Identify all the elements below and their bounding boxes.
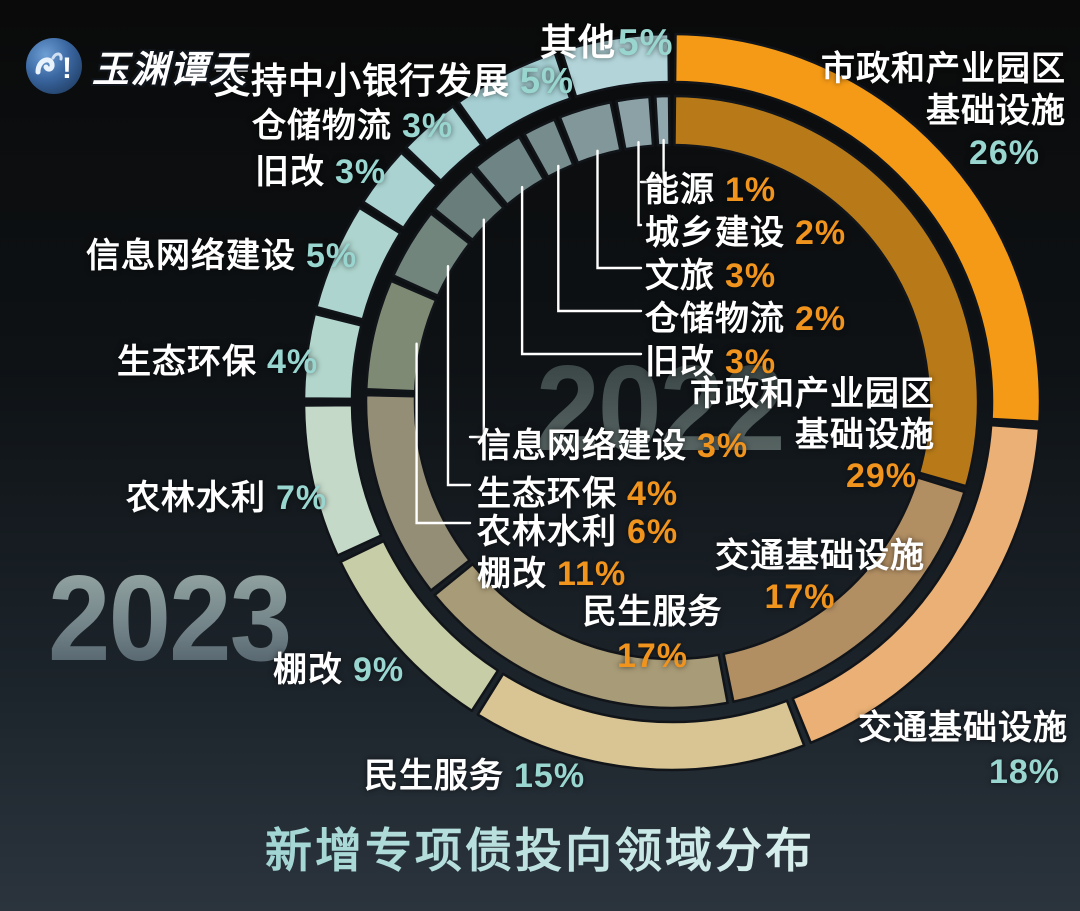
wave-exclamation-icon: ! [35,52,72,85]
leader-line-2022-segment-5 [446,265,472,487]
label-2022-municipal-industrial: 市政和产业园区 基础设施 29% [690,375,935,495]
donut-segment-2023-2 [476,672,806,772]
donut-segment-2023-1 [791,423,1041,745]
brand-badge-icon: ! [26,38,82,94]
label-2023-ecology: 生态环保 4% [117,343,319,381]
label-2022-culture-tourism: 文旅 3% [645,257,777,295]
label-2022-transport: 交通基础设施 17% [715,537,925,616]
label-2023-other: 其他5% [540,22,674,63]
label-2022-livelihood: 民生服务 17% [582,593,723,675]
donut-segment-2022-9 [558,100,622,165]
donut-segment-2023-10 [560,32,671,98]
donut-segment-2022-1 [722,476,966,704]
label-2023-agriculture-water: 农林水利 7% [126,479,328,517]
donut-segment-2022-2 [433,562,729,710]
label-2022-shantytown: 棚改 11% [477,555,627,593]
leader-line-2022-segment-7 [520,185,643,356]
donut-segment-2022-4 [365,279,438,393]
donut-segment-2022-0 [673,94,980,488]
label-2022-old-renovation: 旧改 3% [645,343,777,381]
donut-segment-2023-0 [673,32,1042,423]
leader-line-2022-segment-4 [415,342,472,525]
donut-segment-2022-8 [523,118,575,179]
donut-segment-2023-4 [302,403,383,557]
svg-text:!: ! [62,52,72,85]
donut-segment-2023-8 [404,105,483,182]
label-2023-shantytown: 棚改 9% [273,651,405,689]
label-2023-transport: 交通基础设施 18% [858,709,1068,791]
donut-segment-2022-11 [654,94,671,147]
donut-segment-2022-7 [474,135,545,206]
donut-segment-2022-3 [364,393,471,592]
donut-segment-2022-6 [433,169,505,242]
leader-line-2022-segment-8 [557,164,643,313]
label-2023-warehouse-logistics: 仓储物流 3% [252,107,454,145]
label-2022-urban-rural: 城乡建设 2% [645,214,847,252]
brand-name: 玉渊谭天 [92,49,248,90]
label-2022-info-network: 信息网络建设 3% [477,427,749,465]
donut-segment-2022-5 [392,212,471,297]
label-2023-old-renovation: 旧改 3% [255,153,387,191]
label-2023-livelihood: 民生服务 15% [364,757,586,795]
donut-segment-2023-6 [315,206,402,321]
year-label-2022: 2022 [536,340,785,476]
leader-line-2022-segment-9 [596,149,643,270]
label-2023-municipal-industrial: 市政和产业园区 基础设施 26% [821,50,1066,172]
label-2022-agriculture-water: 农林水利 6% [477,513,679,551]
label-2022-warehouse-logistics: 仓储物流 2% [645,300,847,338]
brand-logo: ! 玉渊谭天 [26,38,248,94]
label-2022-energy: 能源 1% [645,171,777,209]
leader-line-2022-segment-11 [639,138,665,184]
donut-segment-2023-3 [339,539,500,713]
label-2023-small-banks: 支持中小银行发展 5% [214,60,575,101]
donut-segment-2023-5 [302,312,363,401]
donut-segment-2023-7 [361,151,438,230]
label-2022-ecology: 生态环保 4% [477,475,679,513]
year-label-2023: 2023 [48,550,292,686]
label-2023-info-network: 信息网络建设 5% [86,237,358,275]
leader-line-2022-segment-10 [637,140,643,227]
page-title: 新增专项债投向领域分布 [0,812,1080,881]
donut-segment-2023-9 [457,51,572,143]
donut-segment-2022-10 [615,95,655,151]
leader-line-2022-segment-6 [468,218,485,439]
